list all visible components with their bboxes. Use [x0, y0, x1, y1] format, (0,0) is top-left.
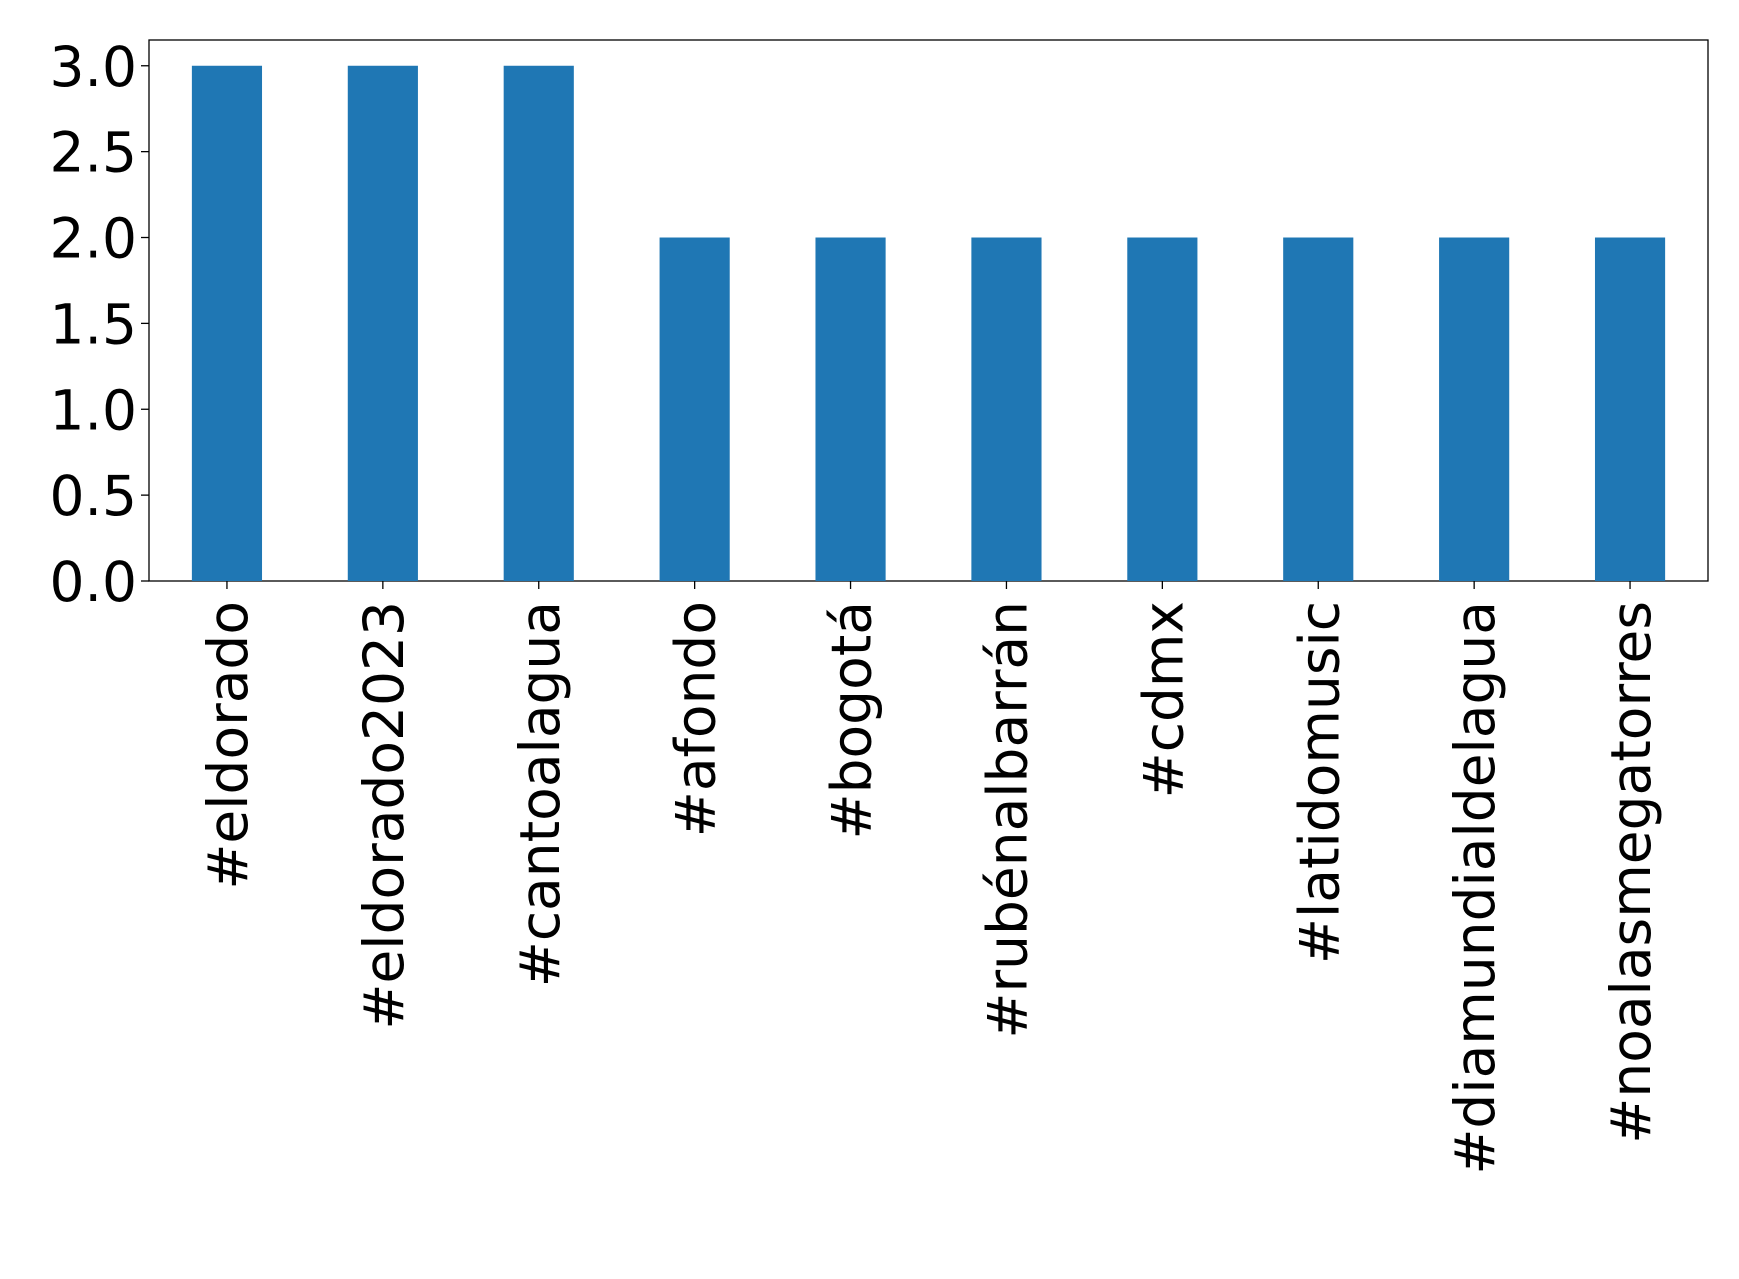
x-tick-label: #latidomusic — [1287, 601, 1351, 964]
bar — [659, 237, 730, 581]
x-tick-label: #eldorado — [196, 601, 260, 890]
x-tick-label: #rubénalbarrán — [975, 601, 1039, 1039]
bar — [1594, 237, 1666, 581]
x-tick-label: #diamundialdelagua — [1443, 601, 1507, 1175]
bar — [503, 65, 574, 581]
y-tick-label: 0.0 — [50, 550, 137, 614]
bar — [1283, 237, 1354, 581]
bar — [1439, 237, 1510, 581]
bar — [347, 65, 418, 581]
y-tick-label: 0.5 — [50, 464, 137, 528]
y-tick-label: 2.0 — [50, 207, 137, 271]
bar — [815, 237, 886, 581]
bar — [191, 65, 263, 581]
x-tick-label: #cdmx — [1131, 601, 1195, 798]
x-tick-label: #afondo — [664, 601, 728, 837]
bar — [971, 237, 1042, 581]
x-tick-label: #noalasmegatorres — [1599, 601, 1663, 1144]
y-tick-label: 1.0 — [50, 378, 137, 442]
y-tick-label: 1.5 — [50, 292, 137, 356]
bar — [1127, 237, 1198, 581]
y-tick-label: 3.0 — [50, 35, 137, 99]
x-tick-label: #eldorado2023 — [352, 601, 416, 1030]
plot-frame — [148, 39, 1709, 582]
x-tick-label: #cantoalagua — [508, 601, 572, 987]
x-tick-label: #bogotá — [820, 601, 884, 839]
y-tick-label: 2.5 — [50, 121, 137, 185]
